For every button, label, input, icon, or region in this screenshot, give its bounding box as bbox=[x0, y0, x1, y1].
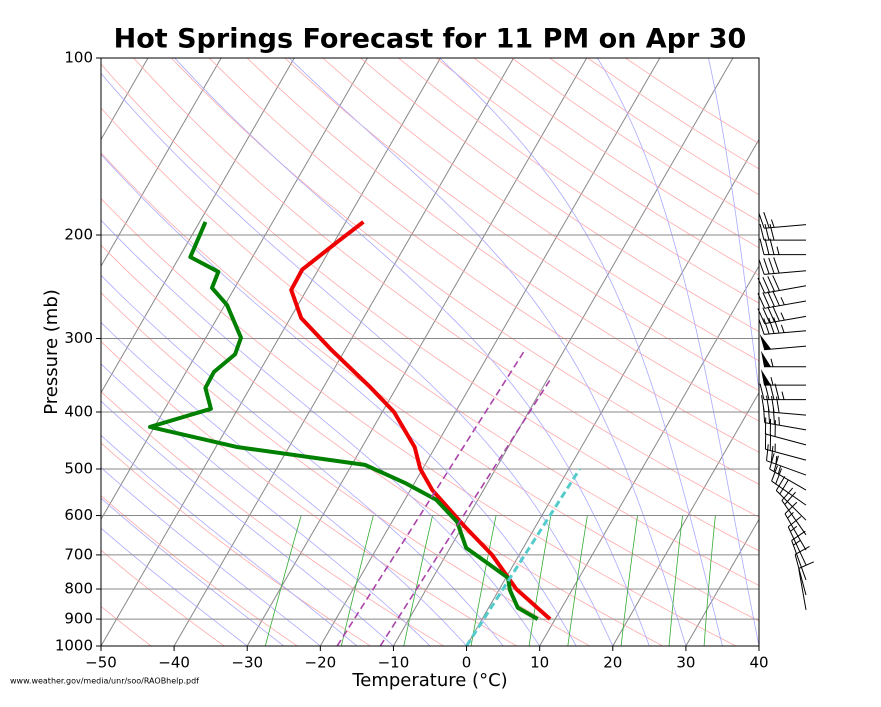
y-tick-label: 500 bbox=[64, 459, 93, 477]
x-tick-label: 30 bbox=[676, 654, 695, 672]
chart-title: Hot Springs Forecast for 11 PM on Apr 30 bbox=[114, 24, 747, 55]
y-axis-label: Pressure (mb) bbox=[41, 289, 62, 415]
x-tick-label: −30 bbox=[231, 654, 263, 672]
y-tick-label: 400 bbox=[64, 403, 93, 421]
y-tick-label: 700 bbox=[64, 545, 93, 563]
y-tick-label: 600 bbox=[64, 506, 93, 524]
x-tick-label: −20 bbox=[305, 654, 337, 672]
x-tick-label: −40 bbox=[158, 654, 190, 672]
x-tick-label: 10 bbox=[530, 654, 549, 672]
y-tick-label: 900 bbox=[64, 610, 93, 628]
x-tick-label: 40 bbox=[749, 654, 768, 672]
y-tick-label: 800 bbox=[64, 580, 93, 598]
barb-half bbox=[779, 417, 780, 425]
y-tick-label: 200 bbox=[64, 226, 93, 244]
x-axis-label: Temperature (°C) bbox=[351, 670, 507, 691]
y-tick-label: 1000 bbox=[55, 637, 93, 655]
y-tick-label: 300 bbox=[64, 329, 93, 347]
source-note: www.weather.gov/media/unr/soo/RAOBhelp.p… bbox=[10, 677, 199, 686]
x-tick-label: 0 bbox=[462, 654, 472, 672]
x-tick-label: 20 bbox=[603, 654, 622, 672]
x-tick-label: −10 bbox=[378, 654, 410, 672]
x-tick-label: −50 bbox=[85, 654, 117, 672]
y-tick-label: 100 bbox=[64, 49, 93, 67]
